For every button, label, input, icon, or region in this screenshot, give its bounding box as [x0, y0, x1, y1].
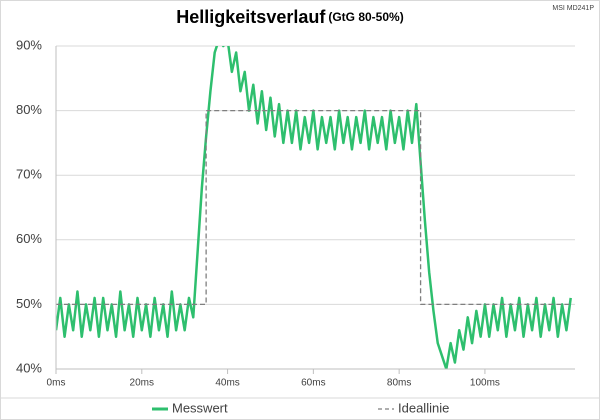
y-tick-label: 50% — [16, 296, 42, 311]
y-tick-label: 40% — [16, 360, 42, 375]
legend-label: Messwert — [172, 400, 228, 415]
series-line — [56, 46, 572, 369]
y-tick-label: 60% — [16, 231, 42, 246]
plot-area — [56, 46, 572, 369]
legend-item: Ideallinie — [378, 400, 449, 415]
title: Helligkeitsverlauf — [176, 7, 326, 27]
y-tick-label: 90% — [16, 37, 42, 52]
legend-label: Ideallinie — [398, 400, 449, 415]
legend-item: Messwert — [152, 400, 228, 415]
chart-title: Helligkeitsverlauf (GtG 80-50%) — [176, 7, 403, 27]
y-tick-label: 70% — [16, 167, 42, 182]
subtitle: (GtG 80-50%) — [328, 10, 403, 24]
axes: 40% 50% 60% 70% 80% 90% 0ms 20ms 40ms 60ms 80ms 100… — [16, 37, 575, 389]
x-tick-label: 60ms — [301, 378, 325, 389]
x-tick-label: 40ms — [215, 378, 239, 389]
x-tick-label: 20ms — [130, 378, 154, 389]
x-tick-label: 0ms — [47, 378, 66, 389]
y-tick-label: 80% — [16, 102, 42, 117]
annotation: MSI MD241P — [552, 5, 594, 12]
series-line — [56, 109, 571, 306]
x-tick-label: 100ms — [470, 378, 500, 389]
x-tick-label: 80ms — [387, 378, 411, 389]
